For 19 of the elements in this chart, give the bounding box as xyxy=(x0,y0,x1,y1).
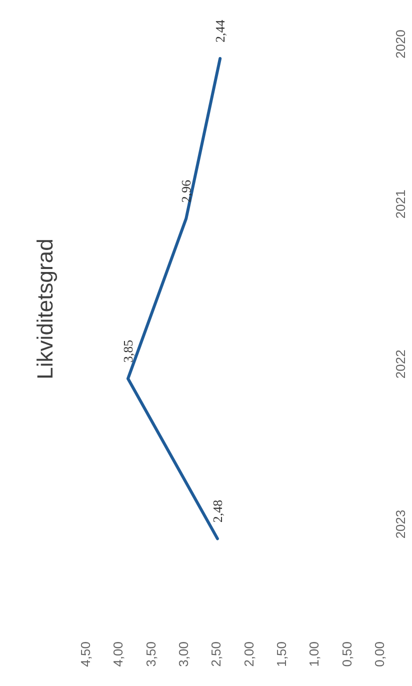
data-label: 2,48 xyxy=(210,500,225,523)
y-tick-label: 2022 xyxy=(393,350,408,379)
x-tick-label: 0,00 xyxy=(372,641,387,667)
x-tick-label: 1,00 xyxy=(306,641,322,667)
x-tick-label: 4,50 xyxy=(78,641,93,667)
x-tick-label: 3,00 xyxy=(176,641,191,667)
x-tick-label: 4,00 xyxy=(110,641,126,667)
y-tick-label: 2021 xyxy=(393,190,408,219)
text: Likviditetsgrad xyxy=(32,238,58,380)
data-label: 2,44 xyxy=(212,19,228,43)
data-label: 2,96 xyxy=(178,179,194,203)
x-tick-label: 3,50 xyxy=(143,641,158,667)
x-tick-label: 0,50 xyxy=(339,641,354,667)
y-tick-label: 2023 xyxy=(393,510,408,539)
x-tick-label: 1,50 xyxy=(274,641,289,667)
x-tick-label: 2,50 xyxy=(208,641,224,667)
y-tick-label: 2020 xyxy=(393,30,408,59)
data-label: 3,85 xyxy=(120,340,136,363)
x-tick-label: 2,00 xyxy=(241,641,256,667)
